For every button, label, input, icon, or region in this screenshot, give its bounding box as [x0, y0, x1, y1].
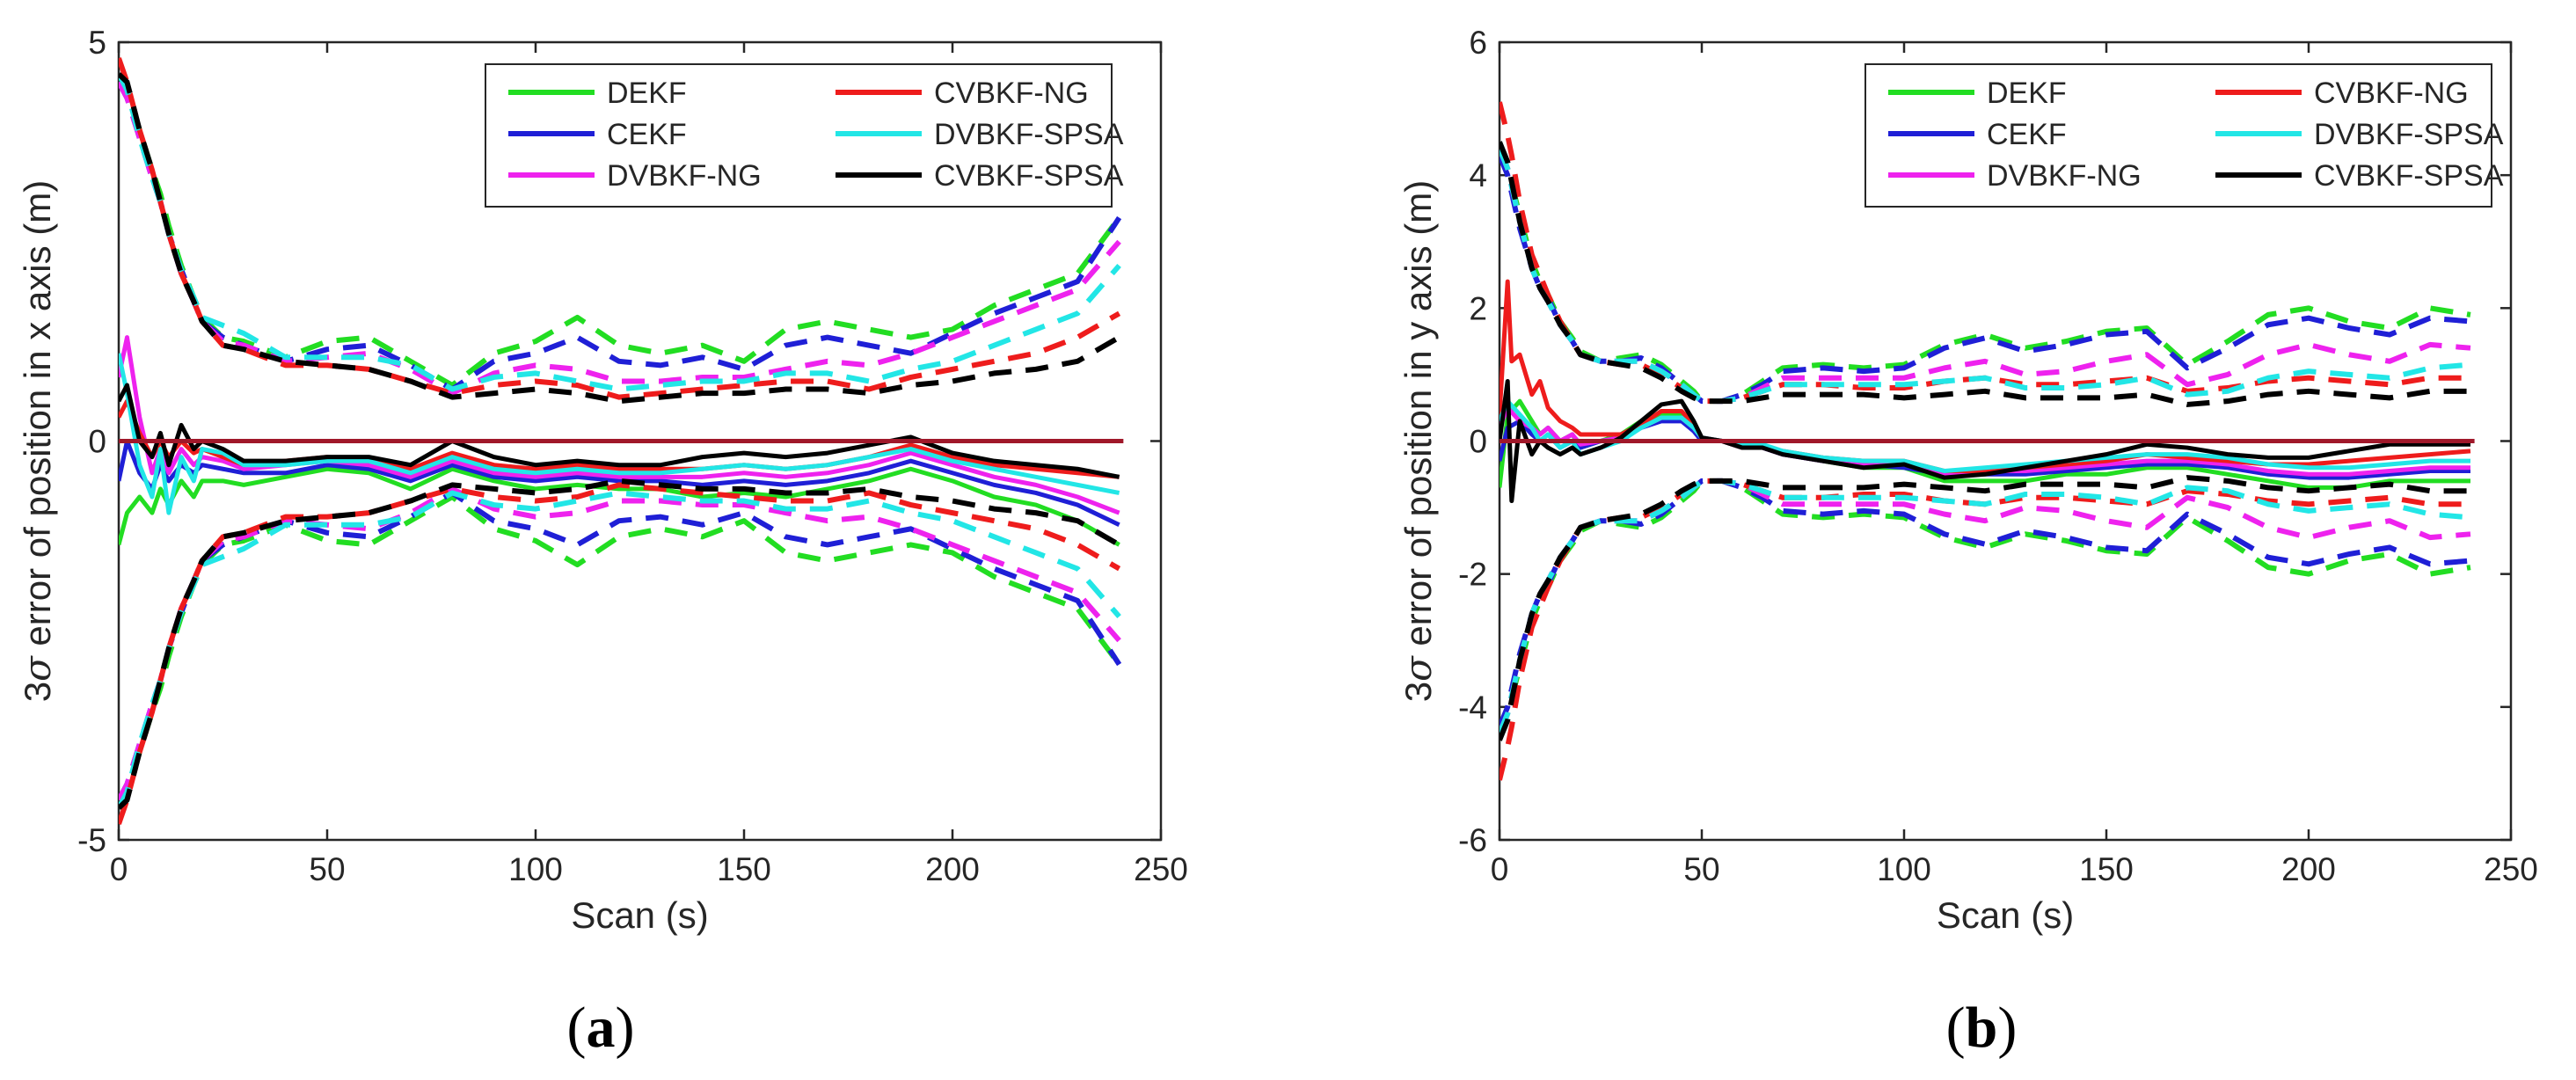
legend-label-dvbkf-ng-a: DVBKF-NG [607, 159, 762, 193]
legend-label-dvbkf-spsa-a: DVBKF-SPSA [934, 118, 1124, 151]
series-cvbkf-spsa-upper-bound-b [1500, 141, 2470, 407]
y-tick-label-a: 0 [88, 424, 106, 460]
series-cvbkf-ng-lower-bound-a [119, 482, 1121, 825]
x-axis-label-a: Scan (s) [571, 894, 708, 936]
legend-label-dekf-b: DEKF [1987, 77, 2067, 110]
panel-label-a: (a) [567, 996, 635, 1060]
x-tick-label-a: 100 [508, 851, 563, 887]
legend-label-cekf-b: CEKF [1987, 118, 2067, 151]
series-cvbkf-spsa-error-b [1500, 378, 2470, 504]
y-tick-label-a: 5 [88, 25, 106, 61]
series-cekf-upper-bound-b [1500, 154, 2471, 405]
legend-label-cvbkf-ng-b: CVBKF-NG [2314, 77, 2469, 110]
series-group-b [1500, 101, 2475, 781]
series-dvbkf-spsa-upper-bound-a [119, 72, 1121, 392]
series-dekf-upper-bound-b [1500, 147, 2471, 405]
x-tick-label-b: 150 [2079, 851, 2134, 887]
y-tick-label-b: 2 [1469, 290, 1487, 326]
x-axis-label-b: Scan (s) [1937, 894, 2074, 936]
series-dvbkf-ng-error-a [119, 335, 1120, 515]
legend-label-cvbkf-spsa-a: CVBKF-SPSA [934, 159, 1124, 193]
x-tick-label-a: 150 [717, 851, 771, 887]
y-axis-label-b: 3σ error of position in y axis (m) [1397, 180, 1440, 703]
panel-b-chart: 0 50 100 150 200 250 -6 -4 -2 0 2 4 6 Scan (s) 3σ erro… [1397, 25, 2538, 1060]
series-cvbkf-spsa-lower-bound-b [1500, 475, 2470, 741]
series-dvbkf-spsa-error-b [1500, 398, 2470, 474]
legend-label-cvbkf-spsa-b: CVBKF-SPSA [2314, 159, 2504, 193]
y-axis-label-a: 3σ error of position in x axis (m) [16, 180, 59, 703]
x-tick-label-a: 200 [925, 851, 980, 887]
series-dvbkf-spsa-error-a [119, 353, 1120, 515]
x-tick-label-b: 0 [1491, 851, 1509, 887]
x-tick-label-b: 200 [2281, 851, 2336, 887]
legend-label-dekf-a: DEKF [607, 77, 687, 110]
y-tick-label-b: 4 [1469, 157, 1487, 193]
legend-a: DEKF CEKF DVBKF-NG CVBKF-NG DVBKF-SPSA CVBKF-… [485, 63, 1124, 208]
series-cekf-error-a [119, 439, 1120, 527]
legend-label-cvbkf-ng-a: CVBKF-NG [934, 77, 1089, 110]
legend-label-cekf-a: CEKF [607, 118, 687, 151]
series-cekf-lower-bound-b [1500, 478, 2471, 728]
panel-label-b: (b) [1946, 996, 2018, 1060]
legend-label-dvbkf-spsa-b: DVBKF-SPSA [2314, 118, 2504, 151]
series-dvbkf-spsa-lower-bound-a [119, 490, 1121, 810]
x-tick-label-a: 50 [309, 851, 345, 887]
x-tick-label-a: 250 [1134, 851, 1188, 887]
y-tick-label-a: -5 [77, 822, 106, 858]
series-cvbkf-ng-upper-bound-a [119, 57, 1121, 400]
y-tick-label-b: 0 [1469, 424, 1487, 460]
x-tick-label-b: 100 [1877, 851, 1931, 887]
y-tick-label-b: 6 [1469, 25, 1487, 61]
y-tick-label-b: -2 [1458, 557, 1487, 593]
legend-b: DEKF CEKF DVBKF-NG CVBKF-NG DVBKF-SPSA CVBKF-… [1864, 63, 2504, 208]
series-cvbkf-spsa-error-a [119, 383, 1120, 479]
legend-label-dvbkf-ng-b: DVBKF-NG [1987, 159, 2142, 193]
x-tick-label-a: 0 [110, 851, 128, 887]
series-group-a [119, 57, 1124, 825]
x-tick-label-b: 50 [1683, 851, 1719, 887]
y-tick-label-b: -4 [1458, 690, 1487, 726]
series-dekf-lower-bound-b [1500, 478, 2471, 735]
y-tick-label-b: -6 [1458, 822, 1487, 858]
x-tick-label-b: 250 [2484, 851, 2538, 887]
